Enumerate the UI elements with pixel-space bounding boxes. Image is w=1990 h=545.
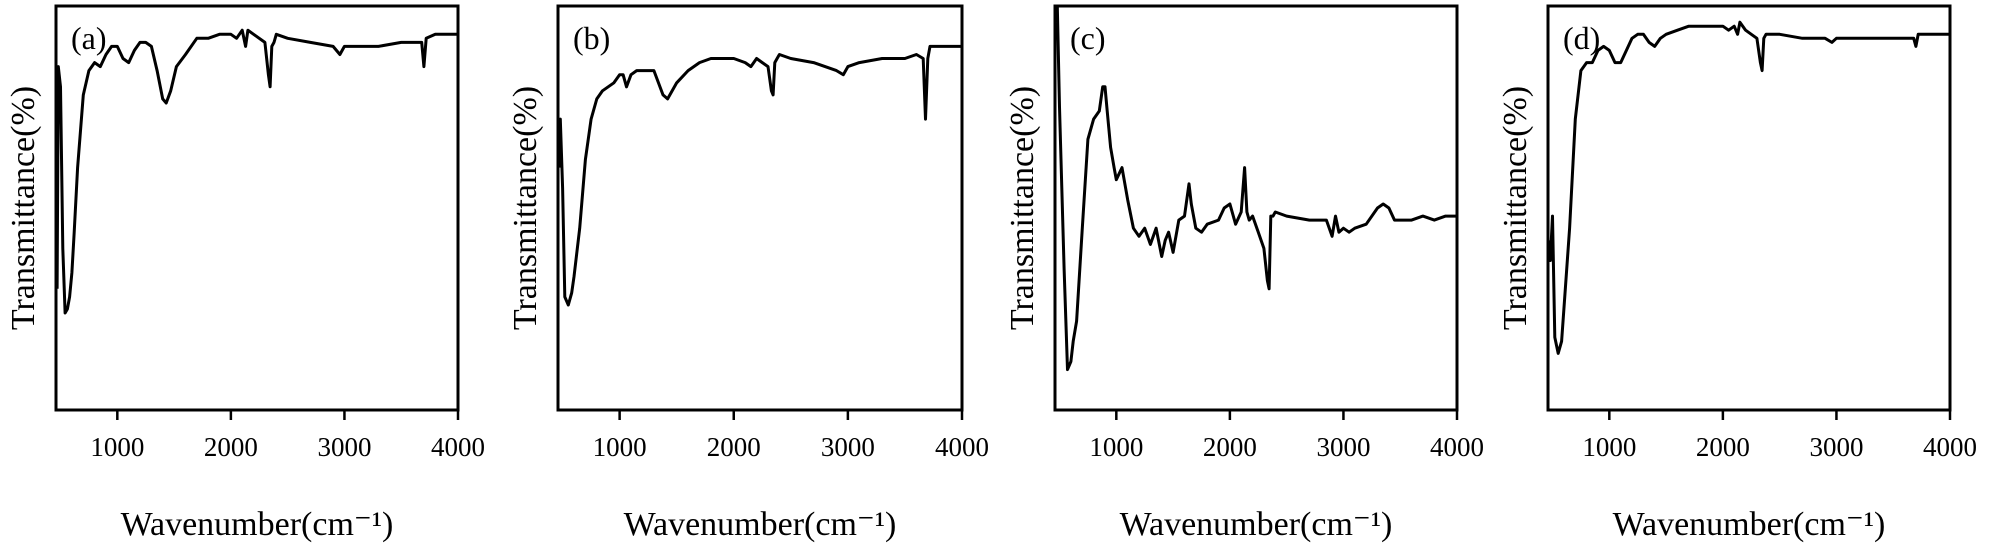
panel-label: (b) (573, 20, 610, 56)
plot-frame (54, 4, 460, 412)
x-tick-label: 1000 (1089, 432, 1143, 462)
x-tick-label: 2000 (1696, 432, 1750, 462)
x-tick-label: 4000 (1430, 432, 1484, 462)
panel-label: (a) (71, 20, 107, 56)
x-tick-label: 4000 (431, 432, 485, 462)
x-tick-label: 2000 (204, 432, 258, 462)
panel-label: (d) (1563, 20, 1600, 56)
panel-label: (c) (1070, 20, 1106, 56)
x-tick-label: 4000 (1923, 432, 1977, 462)
x-tick-label: 3000 (1809, 432, 1863, 462)
x-tick-label: 4000 (935, 432, 989, 462)
chart-panel-3: 1000 2000 3000 4000 (c) Wavenumber(cm⁻¹) Trans… (1004, 4, 1484, 543)
x-tick-label: 3000 (317, 432, 371, 462)
x-tick-label: 2000 (707, 432, 761, 462)
x-axis-label: Wavenumber(cm⁻¹) (1120, 506, 1393, 543)
spectrum-line (55, 28, 458, 315)
plot-frame (556, 4, 964, 412)
x-tick-label: 1000 (90, 432, 144, 462)
x-tick-label: 3000 (1316, 432, 1370, 462)
x-axis-label: Wavenumber(cm⁻¹) (1613, 506, 1886, 543)
y-axis-label: Transmittance(%) (5, 86, 42, 330)
chart-panel-4: 1000 2000 3000 4000 (d) Wavenumber(cm⁻¹) Trans… (1497, 4, 1977, 543)
chart-panel-1: 1000 2000 3000 4000 (a) Wavenumber(cm⁻¹) Trans… (5, 4, 485, 543)
x-axis-label: Wavenumber(cm⁻¹) (624, 506, 897, 543)
plot-frame (1546, 4, 1952, 412)
spectrum-line (557, 44, 962, 307)
x-tick-label: 1000 (1582, 432, 1636, 462)
x-axis-label: Wavenumber(cm⁻¹) (121, 506, 394, 543)
spectrum-line (1547, 20, 1950, 355)
y-axis-label: Transmittance(%) (1497, 86, 1534, 330)
plot-frame (1053, 4, 1459, 412)
x-tick-label: 1000 (593, 432, 647, 462)
y-axis-label: Transmittance(%) (1004, 86, 1041, 330)
x-tick-label: 3000 (821, 432, 875, 462)
chart-panel-2: 1000 2000 3000 4000 (b) Wavenumber(cm⁻¹) Trans… (507, 4, 989, 543)
spectrum-line (1054, 4, 1457, 372)
x-tick-label: 2000 (1203, 432, 1257, 462)
y-axis-label: Transmittance(%) (507, 86, 544, 330)
